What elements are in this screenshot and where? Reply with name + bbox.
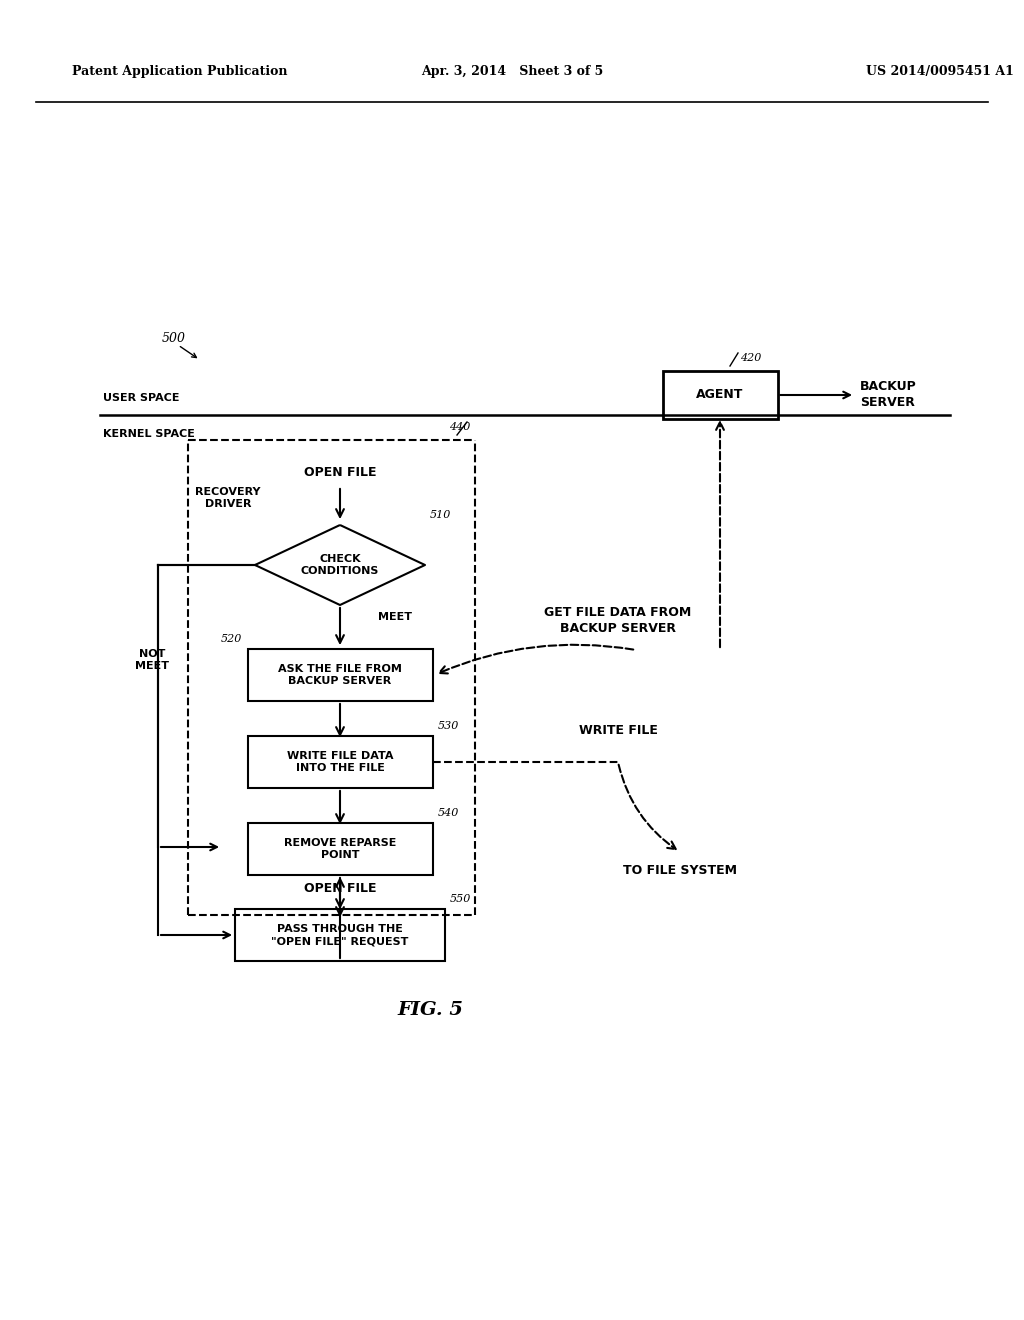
Text: US 2014/0095451 A1: US 2014/0095451 A1 (866, 66, 1014, 78)
Text: MEET: MEET (378, 612, 412, 622)
Text: 520: 520 (221, 634, 243, 644)
Text: 500: 500 (162, 331, 186, 345)
Text: BACKUP
SERVER: BACKUP SERVER (860, 380, 916, 409)
Text: GET FILE DATA FROM
BACKUP SERVER: GET FILE DATA FROM BACKUP SERVER (545, 606, 691, 635)
Text: REMOVE REPARSE
POINT: REMOVE REPARSE POINT (284, 838, 396, 861)
Bar (234, 909, 445, 961)
Text: CHECK
CONDITIONS: CHECK CONDITIONS (301, 554, 379, 577)
Text: KERNEL SPACE: KERNEL SPACE (103, 429, 195, 440)
Text: 510: 510 (430, 510, 452, 520)
Text: 420: 420 (740, 352, 762, 363)
Text: Patent Application Publication: Patent Application Publication (72, 66, 288, 78)
Text: RECOVERY
DRIVER: RECOVERY DRIVER (196, 487, 261, 510)
Text: TO FILE SYSTEM: TO FILE SYSTEM (623, 863, 737, 876)
Bar (248, 822, 432, 875)
Text: OPEN FILE: OPEN FILE (304, 882, 376, 895)
Text: Apr. 3, 2014   Sheet 3 of 5: Apr. 3, 2014 Sheet 3 of 5 (421, 66, 603, 78)
Bar (248, 737, 432, 788)
Text: OPEN FILE: OPEN FILE (304, 466, 376, 479)
Text: FIG. 5: FIG. 5 (397, 1001, 463, 1019)
Text: 440: 440 (449, 422, 470, 432)
Text: PASS THROUGH THE
"OPEN FILE" REQUEST: PASS THROUGH THE "OPEN FILE" REQUEST (271, 924, 409, 946)
Text: AGENT: AGENT (696, 388, 743, 401)
Text: 550: 550 (450, 894, 471, 904)
Text: WRITE FILE DATA
INTO THE FILE: WRITE FILE DATA INTO THE FILE (287, 751, 393, 774)
Text: USER SPACE: USER SPACE (103, 393, 179, 403)
Text: ASK THE FILE FROM
BACKUP SERVER: ASK THE FILE FROM BACKUP SERVER (279, 664, 402, 686)
Text: NOT
MEET: NOT MEET (135, 649, 169, 671)
Text: WRITE FILE: WRITE FILE (579, 723, 657, 737)
Text: 530: 530 (437, 721, 459, 731)
Text: 540: 540 (437, 808, 459, 818)
Bar (663, 371, 777, 418)
Bar (248, 649, 432, 701)
